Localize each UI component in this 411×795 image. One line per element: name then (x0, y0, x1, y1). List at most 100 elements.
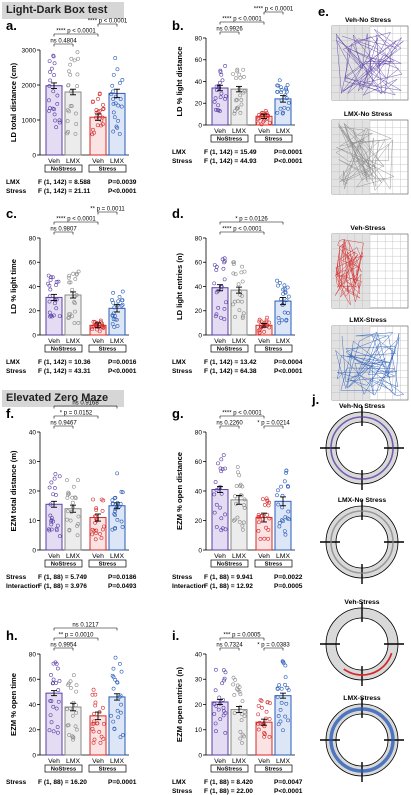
data-point (264, 709, 269, 714)
category-label: Veh (92, 758, 104, 765)
data-point (76, 56, 81, 61)
data-point (76, 478, 80, 483)
data-point (242, 497, 247, 502)
data-point (93, 703, 98, 708)
data-point (234, 501, 238, 506)
data-point (117, 294, 122, 299)
group-label: Stress (99, 167, 117, 173)
data-point (286, 101, 291, 105)
data-point (110, 298, 114, 302)
data-point (231, 260, 236, 265)
data-point (120, 78, 125, 82)
panel-j-label: j. (311, 392, 319, 407)
data-point (69, 104, 74, 108)
data-point (90, 325, 95, 330)
data-point (49, 480, 54, 485)
data-point (276, 83, 281, 88)
data-point (283, 675, 288, 680)
data-point (258, 698, 263, 702)
data-point (117, 132, 122, 136)
data-point (49, 720, 54, 725)
stat-p: P=0.0186 (108, 574, 137, 581)
data-point (237, 72, 242, 77)
y-tick-label: 0 (32, 547, 36, 554)
data-point (276, 315, 281, 320)
sig-label: ** p = 0.0010 (59, 633, 95, 639)
track-path (335, 122, 395, 191)
data-point (216, 461, 220, 466)
data-point (222, 260, 227, 265)
data-point (282, 310, 287, 315)
stat-name: Stress (172, 788, 192, 795)
data-point (256, 121, 261, 126)
data-point (94, 108, 99, 112)
data-point (120, 298, 125, 303)
y-tick-label: 80 (195, 429, 203, 436)
stat-f: F (1, 142) = 8.588 (38, 179, 91, 186)
data-point (94, 528, 99, 533)
data-point (214, 488, 219, 493)
data-point (48, 78, 53, 83)
data-point (259, 319, 264, 324)
track-path (335, 331, 405, 396)
data-point (56, 279, 61, 284)
y-tick-label: 40 (29, 284, 37, 291)
data-point (286, 509, 291, 514)
group-box (88, 559, 127, 568)
data-point (222, 676, 227, 681)
group-label: Stress (265, 137, 283, 143)
maze-track (329, 707, 395, 773)
y-axis-label: EZM % open distance (175, 452, 184, 530)
sig-label: * p = 0.0383 (257, 643, 290, 649)
panel-b: b. 0 20 40 60 80 LD % light distance Veh LMX Veh L… (172, 7, 303, 166)
data-point (240, 279, 245, 284)
data-point (265, 315, 269, 320)
data-point (234, 484, 239, 488)
data-point (116, 299, 121, 304)
data-point (90, 532, 95, 537)
data-point (73, 277, 78, 281)
data-point (119, 519, 124, 524)
data-point (264, 716, 268, 721)
data-point (257, 520, 261, 525)
data-point (54, 706, 59, 711)
stat-f: F (1, 142) = 43.31 (38, 368, 91, 375)
data-point (110, 502, 115, 506)
data-point (120, 525, 125, 529)
data-point (239, 98, 244, 102)
data-point (212, 712, 217, 716)
data-point (55, 93, 60, 98)
data-point (111, 89, 115, 94)
data-point (219, 315, 223, 320)
data-point (240, 316, 245, 320)
sig-label: **** p < 0.0001 (222, 227, 262, 233)
data-point (276, 488, 280, 493)
data-point (280, 493, 285, 498)
category-label: Veh (214, 338, 226, 345)
data-point (220, 681, 225, 686)
data-point (72, 301, 77, 306)
group-label: NoStress (51, 167, 76, 173)
data-point (113, 677, 118, 682)
data-point (214, 84, 219, 89)
sig-label: ns 0.2260 (216, 421, 243, 427)
data-point (237, 520, 242, 524)
data-point (93, 537, 98, 542)
y-tick-label: 80 (195, 235, 203, 242)
bar (211, 287, 229, 336)
data-point (65, 478, 69, 483)
data-point (275, 695, 280, 700)
stat-p: P=0.0493 (108, 583, 137, 590)
group-box (254, 559, 293, 568)
data-point (279, 484, 283, 489)
data-point (238, 288, 242, 293)
data-point (265, 700, 270, 705)
data-point (242, 269, 247, 274)
data-point (233, 517, 237, 522)
data-point (111, 102, 116, 106)
data-point (76, 522, 81, 526)
sig-label: ** p = 0.0011 (90, 207, 125, 213)
data-point (268, 701, 272, 706)
data-point (100, 321, 104, 326)
data-point (92, 130, 96, 135)
